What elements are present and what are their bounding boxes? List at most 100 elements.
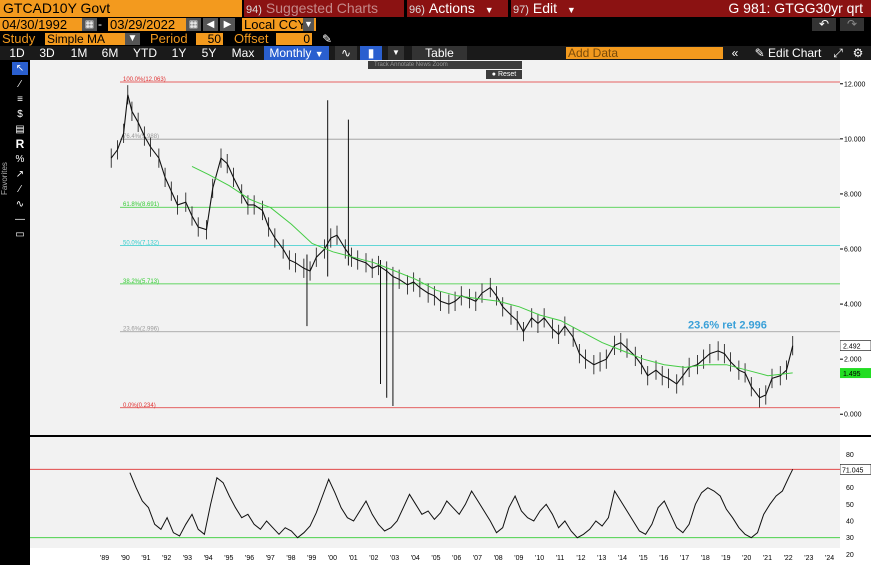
- calendar-icon[interactable]: ▦: [186, 18, 201, 31]
- x-tick-label: '13: [597, 555, 606, 562]
- next-period-icon[interactable]: ▶: [220, 18, 235, 31]
- tf-3d[interactable]: 3D: [39, 46, 55, 60]
- x-tick-label: '96: [245, 555, 254, 562]
- security-ticker[interactable]: GTCAD10Y Govt: [0, 0, 242, 17]
- channel-tool-icon[interactable]: ▤: [15, 124, 25, 135]
- period-input[interactable]: 50: [196, 33, 223, 45]
- percent-tool-icon[interactable]: %: [15, 154, 25, 165]
- chevron-down-icon: ▼: [484, 5, 494, 15]
- retracement-label: 38.2%(5.713): [123, 279, 159, 285]
- x-tick-label: '17: [680, 555, 689, 562]
- y-tick-label: 10.000: [844, 136, 866, 143]
- dollar-tool-icon[interactable]: $: [17, 109, 23, 120]
- pen-tool-icon[interactable]: ∕: [19, 184, 21, 195]
- x-tick-label: '94: [204, 555, 213, 562]
- x-axis-svg: '89 '90 '91 '92 '93 '94 '95 '96 '97 '98 '99 '00 '01 '…: [100, 555, 834, 562]
- x-tick-label: '21: [763, 555, 772, 562]
- x-tick-label: '99: [307, 555, 316, 562]
- suggested-charts-menu[interactable]: 94) Suggested Charts: [244, 0, 404, 17]
- y-tick-label: 0.000: [844, 412, 862, 419]
- chevron-down-icon[interactable]: ▼: [388, 46, 404, 60]
- chart-panel[interactable]: 100.0%(12.063) 76.4%(9.988) 61.8%(8.691) 50…: [30, 60, 840, 550]
- x-tick-label: '20: [742, 555, 751, 562]
- tf-1m[interactable]: 1M: [70, 46, 88, 60]
- x-tick-label: '91: [141, 555, 150, 562]
- edit-menu[interactable]: 97) Edit ▼: [511, 0, 581, 17]
- prev-period-icon[interactable]: ◀: [203, 18, 218, 31]
- redo-icon[interactable]: ↷: [840, 18, 864, 31]
- y-tick-label: 6.000: [844, 247, 862, 254]
- line-chart-icon[interactable]: ∿: [335, 46, 357, 60]
- study-type-select[interactable]: Simple MA: [45, 33, 125, 45]
- fullscreen-icon[interactable]: ⤢: [833, 46, 843, 60]
- reset-button[interactable]: ● Reset: [486, 70, 522, 79]
- channel-fill-icon[interactable]: ▭: [15, 229, 25, 240]
- moving-average-line: [191, 165, 793, 377]
- edit-chart-button[interactable]: ✎ Edit Chart: [754, 46, 822, 60]
- x-tick-label: '89: [100, 555, 109, 562]
- gear-icon[interactable]: ⚙: [852, 46, 864, 60]
- tf-1y[interactable]: 1Y: [171, 46, 187, 60]
- hline-tool-icon[interactable]: —: [15, 214, 25, 225]
- x-tick-label: '18: [701, 555, 710, 562]
- retracement-tool-icon[interactable]: R: [15, 137, 25, 151]
- osc-tick-label: 50: [846, 502, 854, 509]
- x-tick-label: '97: [266, 555, 275, 562]
- x-tick-label: '03: [390, 555, 399, 562]
- x-tick-label: '92: [162, 555, 171, 562]
- tf-max[interactable]: Max: [231, 46, 255, 60]
- oscillator-line: [129, 469, 794, 539]
- frequency-select[interactable]: Monthly ▼: [264, 46, 329, 60]
- drawing-toolbar: Favorites ↖ ∕ ≡ $ ▤ R % ↗ ∕ ∿ — ▭: [0, 60, 30, 565]
- retracement-label: 50.0%(7.132): [123, 240, 159, 246]
- offset-input[interactable]: 0: [276, 33, 312, 45]
- tf-5y[interactable]: 5Y: [201, 46, 217, 60]
- line-tool-icon[interactable]: ∕: [19, 79, 21, 90]
- retracement-label: 76.4%(9.988): [123, 134, 159, 140]
- x-tick-label: '90: [121, 555, 130, 562]
- actions-menu[interactable]: 96) Actions ▼: [407, 0, 508, 17]
- osc-tick-label: 40: [846, 519, 854, 526]
- y-tick-label: 4.000: [844, 302, 862, 309]
- chevron-down-icon[interactable]: ▼: [125, 33, 140, 45]
- fib-tool-icon[interactable]: ≡: [17, 94, 23, 105]
- x-tick-label: '14: [618, 555, 627, 562]
- pen-icon: ✎: [754, 46, 765, 60]
- x-tick-label: '15: [639, 555, 648, 562]
- title-bar: GTCAD10Y Govt 94) Suggested Charts 96) Act…: [0, 0, 871, 17]
- osc-tick-label: 80: [846, 452, 854, 459]
- date-range-bar: 04/30/1992 ▦ - 03/29/2022 ▦ ◀ ▶ Local CC…: [0, 17, 871, 32]
- collapse-icon[interactable]: «: [731, 46, 739, 60]
- tf-1d[interactable]: 1D: [9, 46, 25, 60]
- x-tick-label: '16: [659, 555, 668, 562]
- retracement-label: 100.0%(12.063): [123, 77, 166, 83]
- currency-select[interactable]: Local CCY ▼: [242, 18, 316, 31]
- study-label: Study: [2, 31, 36, 46]
- start-date-field[interactable]: 04/30/1992: [0, 18, 82, 31]
- y-axis: 12.000 10.000 8.000 6.000 4.000 2.000 0.000 2.4…: [839, 60, 871, 565]
- undo-icon[interactable]: ↶: [812, 18, 836, 31]
- chevron-down-icon: ▼: [303, 18, 314, 31]
- x-tick-label: '01: [349, 555, 358, 562]
- x-tick-label: '24: [825, 555, 834, 562]
- x-tick-label: '11: [556, 555, 565, 562]
- offset-label: Offset: [234, 31, 269, 46]
- trend-tool-icon[interactable]: ↗: [15, 169, 25, 180]
- x-tick-label: '22: [784, 555, 793, 562]
- x-tick-label: '08: [494, 555, 503, 562]
- retracement-label: 23.6%(2.996): [123, 327, 159, 333]
- add-data-input[interactable]: Add Data: [566, 47, 723, 59]
- x-tick-label: '04: [411, 555, 420, 562]
- bar-chart-icon[interactable]: ▮: [360, 46, 382, 60]
- zigzag-tool-icon[interactable]: ∿: [15, 199, 25, 210]
- table-button[interactable]: Table: [412, 46, 467, 60]
- ma-value-label: 1.495: [843, 371, 861, 378]
- pointer-icon[interactable]: ↖: [12, 62, 28, 75]
- tf-6m[interactable]: 6M: [101, 46, 119, 60]
- calendar-icon[interactable]: ▦: [82, 18, 97, 31]
- tf-ytd[interactable]: YTD: [133, 46, 157, 60]
- end-date-field[interactable]: 03/29/2022: [108, 18, 186, 31]
- annotation-toolbar[interactable]: Track Annotate News Zoom: [368, 61, 522, 69]
- pen-icon[interactable]: ✎: [322, 32, 333, 46]
- price-chart[interactable]: 100.0%(12.063) 76.4%(9.988) 61.8%(8.691) 50…: [30, 60, 840, 550]
